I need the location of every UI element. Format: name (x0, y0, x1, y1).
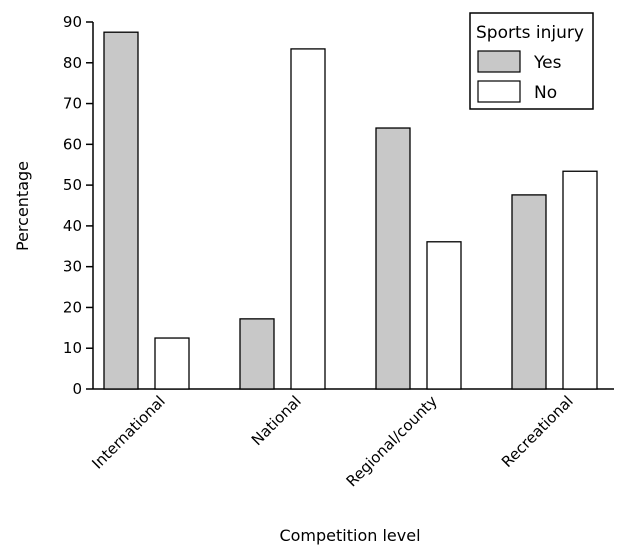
y-tick-label: 10 (63, 339, 82, 357)
y-tick-label: 0 (72, 380, 82, 398)
y-tick-label: 30 (63, 258, 82, 276)
legend-title: Sports injury (476, 23, 584, 43)
bar-no-recreational (562, 170, 598, 390)
y-tick-label: 20 (63, 298, 82, 316)
bar-yes-recreational (511, 194, 547, 390)
y-tick-label: 80 (63, 54, 82, 72)
x-tick-label: Recreational (498, 392, 577, 471)
legend-label-yes: Yes (533, 53, 562, 73)
y-tick-label: 70 (63, 95, 82, 113)
y-ticks: 0 10 20 30 40 50 60 70 80 90 (63, 13, 93, 398)
legend-label-no: No (534, 83, 557, 103)
y-axis-title: Percentage (13, 161, 32, 251)
y-tick-label: 60 (63, 135, 82, 153)
bar-no-regional-county (426, 241, 462, 390)
legend: Sports injury Yes No (469, 12, 594, 110)
y-tick-label: 90 (63, 13, 82, 31)
bar-no-international (154, 337, 190, 390)
x-tick-labels: International National Regional/county Recr… (88, 392, 576, 490)
y-tick-label: 40 (63, 217, 82, 235)
legend-swatch-yes (477, 50, 521, 73)
bar-no-national (290, 48, 326, 390)
x-tick-label: National (248, 392, 305, 449)
bar-yes-international (103, 31, 139, 390)
y-tick-label: 50 (63, 176, 82, 194)
legend-swatch-no (477, 80, 521, 103)
x-tick-label: International (88, 392, 168, 472)
bars (103, 31, 598, 390)
bar-yes-national (239, 318, 275, 390)
x-axis-title: Competition level (279, 526, 420, 545)
x-tick-label: Regional/county (343, 392, 441, 490)
bar-yes-regional-county (375, 127, 411, 390)
